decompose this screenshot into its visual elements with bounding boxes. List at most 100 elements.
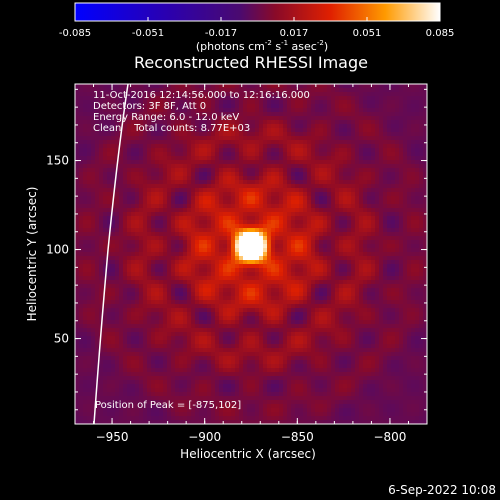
heatmap-cell [219,144,223,148]
heatmap-cell [195,240,199,244]
heatmap-cell [391,84,395,88]
heatmap-cell [331,288,335,292]
heatmap-cell [131,196,135,200]
heatmap-cell [147,88,151,92]
heatmap-cell [131,152,135,156]
heatmap-cell [387,108,391,112]
heatmap-cell [159,184,163,188]
heatmap-cell [367,236,371,240]
heatmap-cell [99,236,103,240]
heatmap-cell [271,300,275,304]
heatmap-cell [403,288,407,292]
heatmap-cell [287,124,291,128]
heatmap-cell [347,272,351,276]
heatmap-cell [415,256,419,260]
heatmap-cell [207,244,211,248]
heatmap-cell [147,216,151,220]
heatmap-cell [335,144,339,148]
heatmap-cell [179,260,183,264]
heatmap-cell [419,264,423,268]
heatmap-cell [115,208,119,212]
heatmap-cell [215,172,219,176]
heatmap-cell [267,304,271,308]
heatmap-cell [363,124,367,128]
heatmap-cell [239,108,243,112]
heatmap-cell [95,304,99,308]
heatmap-cell [119,168,123,172]
heatmap-cell [299,84,303,88]
heatmap-cell [91,128,95,132]
heatmap-cell [175,268,179,272]
heatmap-cell [327,256,331,260]
heatmap-cell [115,180,119,184]
heatmap-cell [187,308,191,312]
colorbar-tick-label: -0.017 [205,28,237,39]
heatmap-cell [143,144,147,148]
heatmap-cell [259,212,263,216]
colorbar-tick-label: 0.017 [280,28,309,39]
heatmap-cell [87,256,91,260]
heatmap-cell [367,256,371,260]
heatmap-cell [191,92,195,96]
heatmap-cell [123,196,127,200]
heatmap-cell [399,300,403,304]
heatmap-cell [331,192,335,196]
heatmap-cell [163,280,167,284]
heatmap-cell [251,100,255,104]
heatmap-cell [387,304,391,308]
heatmap-cell [303,88,307,92]
heatmap-cell [127,252,131,256]
heatmap-cell [279,112,283,116]
heatmap-cell [355,216,359,220]
heatmap-cell [111,240,115,244]
heatmap-cell [267,280,271,284]
heatmap-cell [399,196,403,200]
heatmap-cell [151,200,155,204]
heatmap-cell [199,220,203,224]
heatmap-cell [255,196,259,200]
heatmap-cell [363,104,367,108]
heatmap-cell [403,264,407,268]
heatmap-cell [179,196,183,200]
heatmap-cell [99,244,103,248]
heatmap-cell [131,272,135,276]
heatmap-cell [407,168,411,172]
heatmap-cell [283,160,287,164]
heatmap-cell [251,128,255,132]
heatmap-cell [235,204,239,208]
heatmap-cell [307,276,311,280]
heatmap-cell [387,112,391,116]
heatmap-cell [199,140,203,144]
heatmap-cell [255,136,259,140]
heatmap-cell [75,252,79,256]
heatmap-cell [107,220,111,224]
heatmap-cell [135,232,139,236]
heatmap-cell [247,156,251,160]
heatmap-cell [375,284,379,288]
heatmap-cell [379,100,383,104]
heatmap-cell [395,240,399,244]
heatmap-cell [179,272,183,276]
heatmap-cell [151,192,155,196]
heatmap-cell [235,228,239,232]
heatmap-cell [263,288,267,292]
heatmap-cell [299,108,303,112]
heatmap-cell [275,212,279,216]
heatmap-cell [335,200,339,204]
heatmap-cell [403,192,407,196]
heatmap-cell [115,236,119,240]
heatmap-cell [331,264,335,268]
heatmap-cell [399,188,403,192]
heatmap-cell [187,140,191,144]
heatmap-cell [343,84,347,88]
heatmap-cell [235,264,239,268]
heatmap-cell [287,212,291,216]
heatmap-cell [171,112,175,116]
heatmap-cell [171,292,175,296]
heatmap-cell [299,244,303,248]
heatmap-cell [251,88,255,92]
heatmap-cell [351,172,355,176]
heatmap-cell [167,264,171,268]
heatmap-cell [295,176,299,180]
heatmap-cell [215,212,219,216]
